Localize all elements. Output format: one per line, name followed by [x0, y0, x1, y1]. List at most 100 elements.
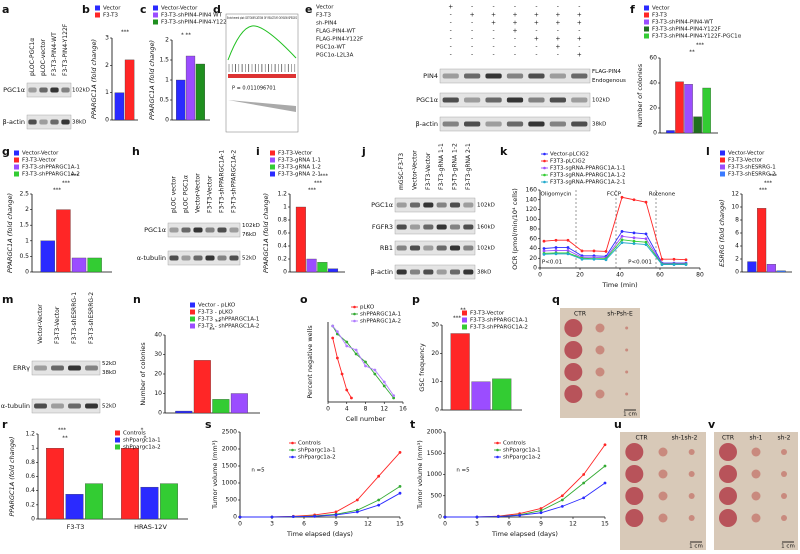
- condition-sign: -: [535, 44, 537, 51]
- category-label: F3-T3: [67, 523, 85, 531]
- legend-label: Vector-Vector: [728, 151, 765, 157]
- y-tick-label: 2500: [222, 429, 237, 436]
- band: [396, 224, 407, 230]
- point: [539, 507, 543, 510]
- annotation: Rotenone: [649, 192, 676, 198]
- bar: [65, 494, 84, 520]
- band: [442, 97, 459, 103]
- point: [334, 510, 338, 514]
- lane-label: F3-T3-gRNA 2-1: [465, 143, 472, 190]
- y-axis-label: PPARGC1A (fold change): [6, 193, 14, 273]
- annotation: ***: [62, 181, 71, 187]
- blot-background: [439, 68, 591, 84]
- panel-letter: t: [410, 418, 415, 431]
- photo-label: sh-Psh-E: [607, 311, 633, 318]
- condition-sign: -: [492, 36, 494, 43]
- legend-label: shPPARGC1A-2: [360, 319, 401, 325]
- y-axis-label: PPARGC1A (fold change): [262, 193, 270, 273]
- lane-label: F3-T3-PIN4-WT: [51, 32, 58, 76]
- x-tick-label: 15: [601, 521, 609, 528]
- point: [632, 231, 636, 235]
- condition-sign: -: [492, 44, 494, 51]
- band: [549, 121, 566, 127]
- y-axis-label: Number of colonies: [636, 63, 644, 127]
- x-tick-label: 8: [364, 406, 368, 413]
- legend-label: F3-T3-Vector: [22, 158, 57, 164]
- tumor: [658, 491, 668, 501]
- scale-label: 1 cm: [781, 544, 795, 550]
- y-tick-label: 0.2: [25, 501, 35, 508]
- legend-label: F3-T3-gRNA 1-2: [278, 165, 321, 171]
- point: [475, 515, 479, 519]
- point: [355, 510, 359, 514]
- band: [51, 365, 64, 371]
- point: [560, 504, 564, 508]
- lane-label: F3-T3-shESRRG-1: [71, 292, 78, 344]
- condition-sign: -: [450, 12, 452, 19]
- y-tick-label: 0.2: [277, 256, 287, 263]
- point: [603, 443, 607, 447]
- band: [463, 269, 474, 275]
- bar: [684, 84, 693, 134]
- gsea-frame: [225, 13, 299, 133]
- bar: [40, 240, 55, 273]
- y-tick-label: 1.5: [19, 222, 29, 229]
- size-marker: 102kD: [477, 246, 495, 252]
- legend-label: F3-T3 - shPPARGC1A-1: [198, 317, 259, 323]
- band: [506, 97, 524, 103]
- condition-sign: -: [492, 4, 494, 11]
- condition-sign: -: [471, 44, 473, 51]
- legend-label: F3-T3-shPPARGC1A-1: [22, 165, 80, 171]
- y-tick-label: 4: [735, 243, 739, 250]
- band: [449, 224, 461, 230]
- band: [217, 255, 227, 261]
- y-tick-label: 60: [649, 55, 657, 62]
- lane-label: pLOC-PGC1α: [29, 38, 36, 76]
- band: [436, 202, 447, 208]
- legend-label: F3-T3: [103, 13, 119, 19]
- panel-letter: n: [133, 293, 141, 306]
- legend-swatch: [190, 302, 195, 308]
- point: [644, 240, 648, 244]
- point: [566, 246, 570, 249]
- point: [554, 246, 558, 249]
- condition-sign: +: [491, 20, 496, 27]
- bar: [766, 264, 776, 273]
- size-marker: 102kD: [242, 223, 260, 229]
- y-axis-label: GSC frequency: [418, 343, 426, 392]
- bar: [140, 486, 159, 520]
- condition-sign: +: [448, 4, 453, 11]
- point: [331, 336, 335, 340]
- y-tick-label: 1: [25, 237, 29, 244]
- y-tick-label: 1: [31, 445, 35, 452]
- condition-sign: -: [450, 36, 452, 43]
- legend-label: shPpargc1a-1: [123, 438, 161, 444]
- point: [620, 195, 624, 199]
- y-axis-label: Tumor volume (mm³): [211, 440, 219, 510]
- point: [350, 396, 353, 400]
- y-tick-label: 500: [226, 497, 238, 504]
- annotation: ***: [308, 188, 317, 194]
- lane-label: Vector-Vector: [37, 304, 44, 344]
- tumor: [751, 469, 761, 479]
- legend-dot: [543, 166, 546, 170]
- size-marker: Endogenous: [592, 78, 626, 84]
- band: [181, 255, 191, 261]
- legend-label: Vector-pLCiG2: [550, 152, 589, 158]
- condition-sign: +: [534, 36, 539, 43]
- photo-label: CTR: [722, 435, 734, 442]
- point: [592, 249, 596, 253]
- row-label: α-tubulin: [1, 402, 30, 410]
- bar: [328, 268, 339, 273]
- bar: [757, 208, 767, 273]
- tumor: [625, 326, 629, 330]
- band: [34, 365, 47, 371]
- lane-label: Vector-Vector: [412, 150, 419, 190]
- condition-sign: +: [491, 12, 496, 19]
- point: [620, 234, 624, 238]
- legend-swatch: [462, 324, 467, 330]
- band: [39, 87, 48, 93]
- point: [331, 324, 335, 328]
- rank-metric: [228, 100, 296, 112]
- legend-label: F3-T3-shPIN4-PIN4 WT: [161, 13, 223, 19]
